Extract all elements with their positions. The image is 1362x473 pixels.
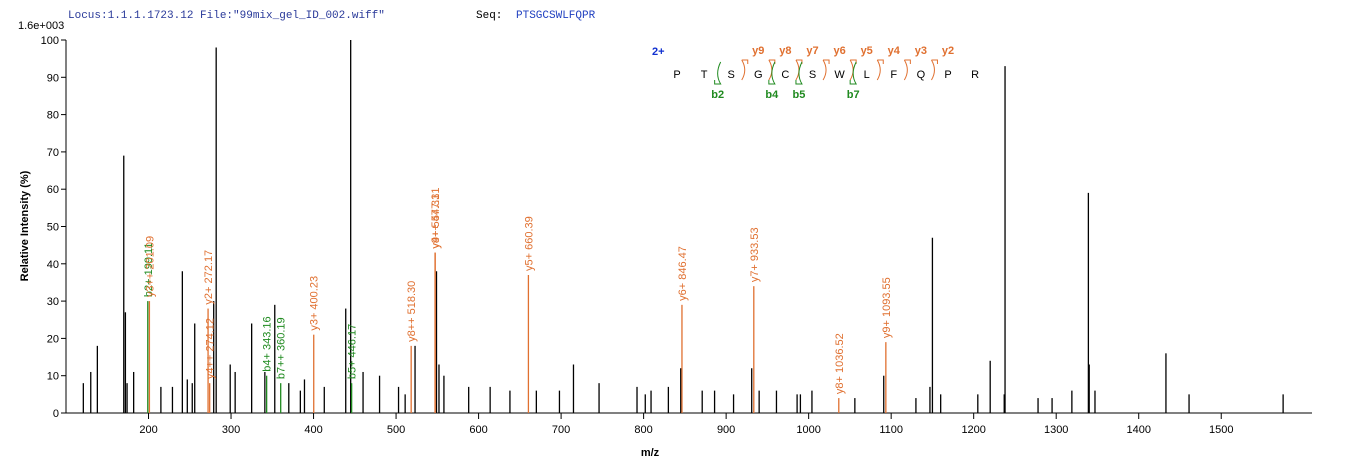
peak-label: y6+ 846.47 (677, 246, 689, 301)
y-ion: y3 (915, 45, 927, 57)
b-ion: b2 (711, 89, 724, 101)
y-tick-label: 40 (47, 259, 59, 271)
x-tick-label: 1300 (1044, 424, 1068, 436)
x-tick-label: 800 (634, 424, 652, 436)
y-bracket (741, 59, 749, 81)
residue: S (809, 69, 816, 81)
b-ion: b5 (793, 89, 806, 101)
residue: T (701, 69, 708, 81)
residue: P (673, 69, 680, 81)
peak-label: y3++ 201.09 (144, 236, 156, 297)
y-axis-label: Relative Intensity (%) (19, 170, 31, 281)
residue: F (890, 69, 897, 81)
x-axis-label: m/z (641, 447, 660, 459)
y-tick-label: 50 (47, 222, 59, 234)
residue: R (971, 69, 979, 81)
seq-label: Seq: (476, 10, 502, 22)
y-ion: y6 (833, 45, 845, 57)
x-tick-label: 1500 (1209, 424, 1233, 436)
y-ion: y9 (752, 45, 764, 57)
x-tick-label: 700 (552, 424, 570, 436)
x-tick-label: 600 (469, 424, 487, 436)
peak-label: y4++ 274.12 (205, 318, 217, 379)
y-bracket (822, 59, 830, 81)
b-bracket (849, 61, 858, 85)
x-tick-label: 1000 (796, 424, 820, 436)
peak-label: y7+ 933.53 (749, 227, 761, 282)
y-ion: y5 (861, 45, 873, 57)
residue: S (728, 69, 735, 81)
y-tick-label: 30 (47, 296, 59, 308)
x-tick-label: 300 (222, 424, 240, 436)
residue: C (781, 69, 789, 81)
x-tick-label: 400 (304, 424, 322, 436)
x-tick-label: 500 (387, 424, 405, 436)
residue: G (754, 69, 763, 81)
b-bracket (714, 61, 722, 85)
b-bracket (795, 61, 803, 85)
peak-label: y4+ 547.31 (430, 194, 442, 249)
peak-label: b5+ 446.17 (347, 324, 359, 379)
scale-label: 1.6e+003 (18, 20, 64, 32)
y-ion: y7 (806, 45, 818, 57)
residue: P (944, 69, 951, 81)
x-tick-label: 900 (717, 424, 735, 436)
y-tick-label: 80 (47, 110, 59, 122)
locus: Locus:1.1.1.1723.12 File:"99mix_gel_ID_0… (68, 10, 385, 22)
x-tick-label: 1100 (879, 424, 903, 436)
x-tick-label: 200 (139, 424, 157, 436)
peak-label: b7++ 360.19 (276, 317, 288, 379)
y-tick-label: 70 (47, 147, 59, 159)
y-bracket (876, 59, 884, 81)
b-ion: b4 (765, 89, 779, 101)
residue: L (864, 69, 870, 81)
x-tick-label: 1200 (961, 424, 985, 436)
peak-label: y8++ 518.30 (406, 281, 418, 342)
peak-label: y3+ 400.23 (309, 276, 321, 331)
peak-label: y2+ 272.17 (203, 250, 215, 305)
y-tick-label: 20 (47, 333, 59, 345)
residue: Q (917, 69, 926, 81)
residue: W (834, 69, 845, 81)
x-tick-label: 1400 (1126, 424, 1150, 436)
peak-label: b2+ 199.11 (143, 243, 155, 298)
y-tick-label: 90 (47, 72, 59, 84)
charge: 2+ (652, 46, 665, 58)
y-tick-label: 10 (47, 371, 59, 383)
peak-label: y5+ 660.39 (523, 216, 535, 271)
y-tick-label: 0 (53, 408, 59, 420)
peak-label: b4+ 343.16 (262, 316, 274, 371)
peak-label: y8+ 1036.52 (834, 333, 846, 394)
peak-label: y9++ 547.31 (430, 187, 442, 248)
y-bracket (931, 59, 938, 81)
peak-label: y9+ 1093.55 (881, 277, 893, 338)
y-ion: y2 (942, 45, 954, 57)
y-ion: y8 (779, 45, 791, 57)
y-tick-label: 60 (47, 184, 59, 196)
y-ion: y4 (888, 45, 901, 57)
y-tick-label: 100 (41, 35, 59, 47)
b-ion: b7 (847, 89, 860, 101)
y-bracket (903, 59, 911, 81)
seq: PTSGCSWLFQPR (516, 10, 596, 22)
b-bracket (768, 61, 776, 85)
